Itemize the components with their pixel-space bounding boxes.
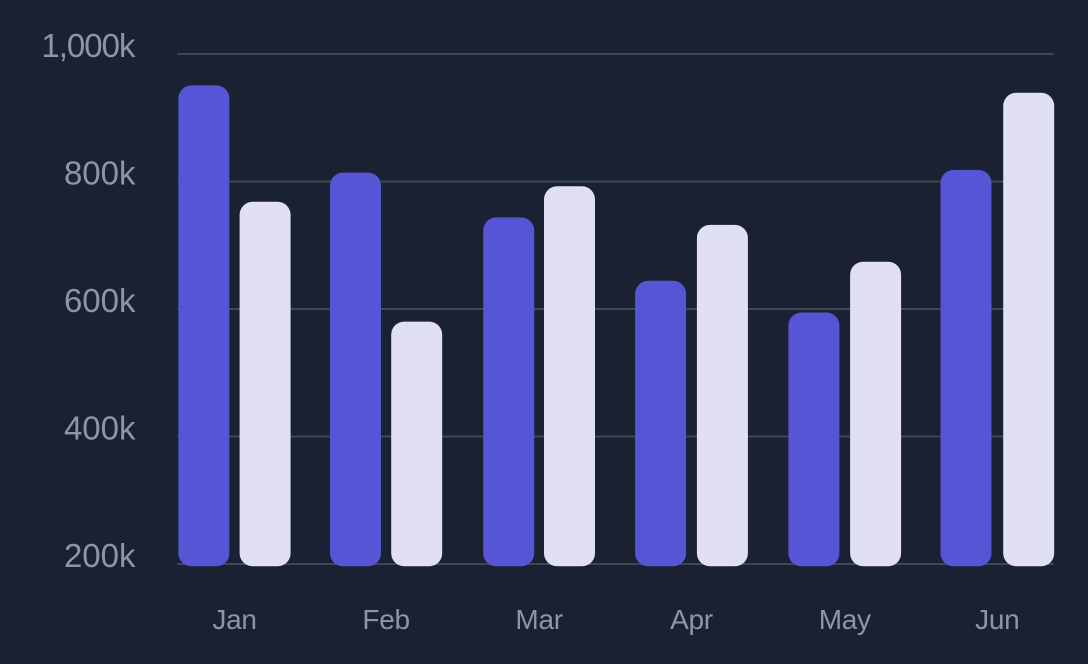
svg-text:May: May [819, 604, 871, 635]
svg-text:Apr: Apr [670, 604, 713, 635]
svg-text:Jan: Jan [212, 604, 256, 635]
svg-text:600k: 600k [64, 282, 136, 319]
svg-text:400k: 400k [64, 410, 136, 447]
svg-text:Feb: Feb [362, 604, 409, 635]
svg-text:Mar: Mar [515, 604, 562, 635]
svg-text:Jun: Jun [975, 604, 1019, 635]
svg-text:200k: 200k [64, 537, 136, 574]
svg-text:1,000k: 1,000k [41, 27, 136, 64]
svg-text:800k: 800k [64, 155, 136, 192]
